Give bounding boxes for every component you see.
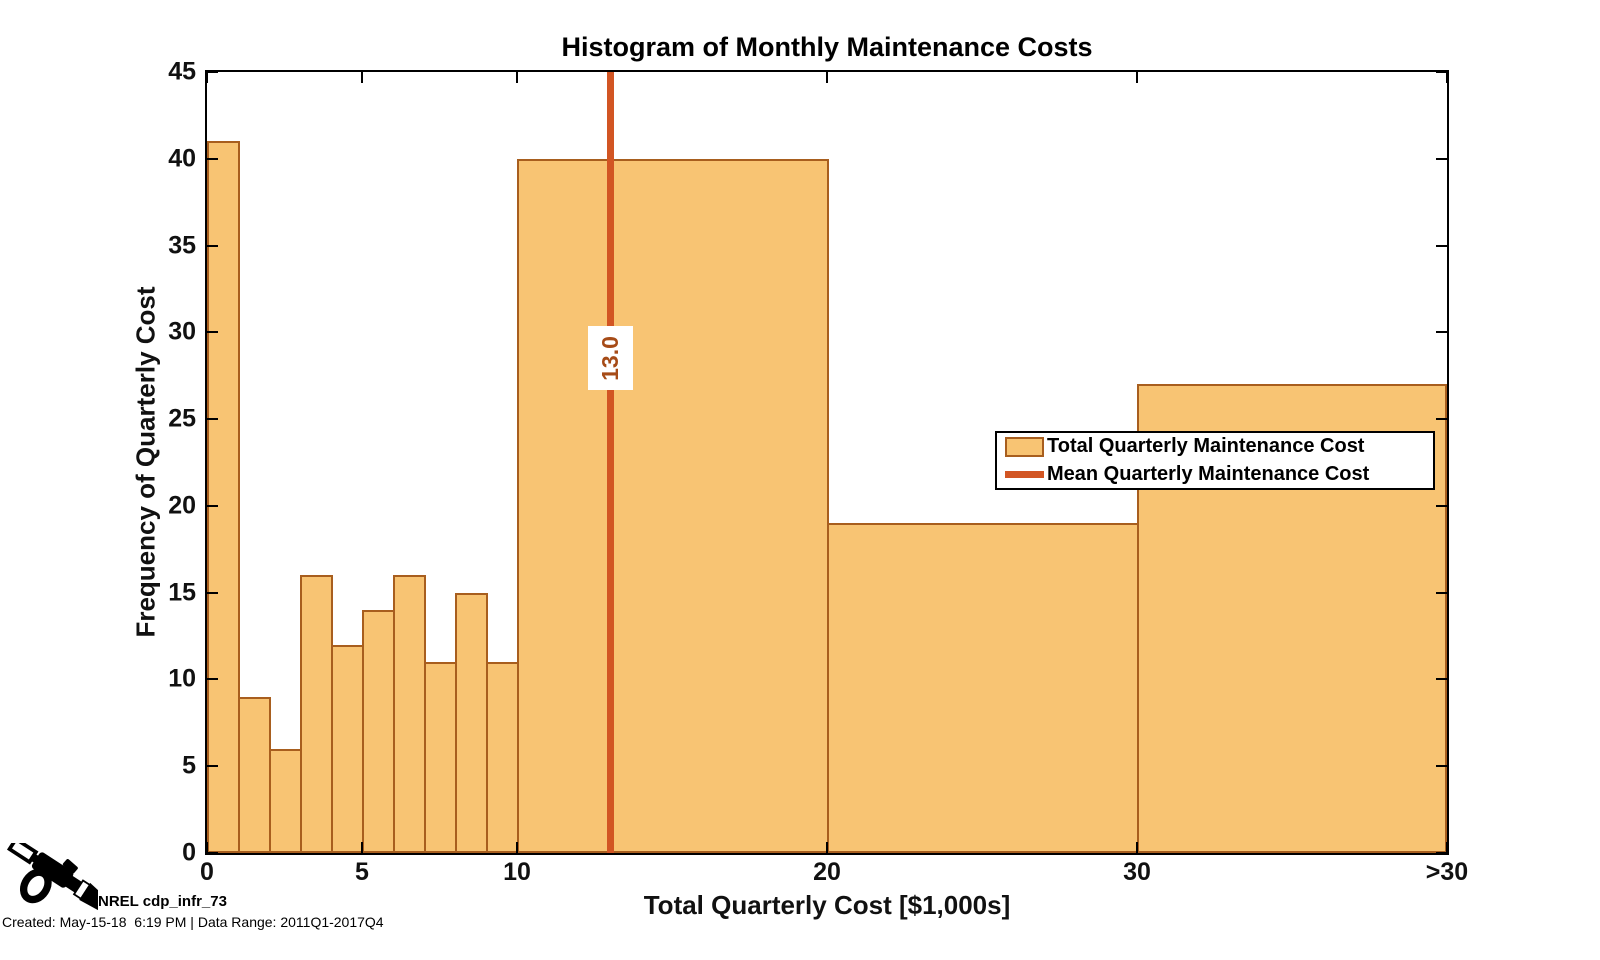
x-tick-top — [361, 72, 363, 83]
x-tick-label: 0 — [200, 858, 214, 886]
y-tick-label: 40 — [168, 144, 196, 173]
x-tick-bottom — [206, 842, 208, 853]
histogram-bar-5-6 — [362, 610, 395, 853]
y-tick-left — [207, 418, 218, 421]
y-tick-label: 10 — [168, 664, 196, 693]
y-tick-left — [207, 678, 218, 681]
y-tick-right — [1436, 418, 1447, 421]
x-tick-label: 5 — [355, 858, 369, 886]
x-tick-label: 30 — [1123, 858, 1151, 886]
y-tick-right — [1436, 157, 1447, 160]
y-tick-right — [1436, 765, 1447, 768]
y-tick-right — [1436, 852, 1447, 854]
footer-brand-text: NREL cdp_infr_73 — [98, 893, 227, 910]
footer-created-text: Created: May-15-18 6:19 PM | Data Range:… — [2, 914, 384, 930]
histogram-bar-3-4 — [300, 575, 333, 853]
x-tick-top — [206, 72, 208, 83]
histogram-bar-7-8 — [424, 662, 457, 853]
y-tick-label: 0 — [182, 838, 196, 867]
x-tick-label: 10 — [503, 858, 531, 886]
x-tick-top — [516, 72, 518, 83]
histogram-bar-1-2 — [238, 696, 271, 853]
y-tick-label: 5 — [182, 751, 196, 780]
x-tick-bottom — [1136, 842, 1138, 853]
y-tick-label: 35 — [168, 231, 196, 260]
y-tick-label: 30 — [168, 317, 196, 346]
y-tick-left — [207, 244, 218, 247]
histogram-bar-0-1 — [207, 141, 240, 853]
x-tick-bottom — [1446, 842, 1448, 853]
legend-item-total: Total Quarterly Maintenance Cost — [1005, 433, 1433, 461]
y-tick-left — [207, 331, 218, 334]
y-tick-left — [207, 504, 218, 507]
y-tick-right — [1436, 71, 1447, 73]
x-tick-label: 20 — [813, 858, 841, 886]
histogram-bar-8-9 — [455, 592, 488, 853]
y-tick-right — [1436, 678, 1447, 681]
histogram-bar-2-3 — [269, 748, 302, 853]
y-tick-left — [207, 765, 218, 768]
histogram-bar-4-5 — [331, 644, 364, 853]
histogram-bar-9-10 — [486, 662, 519, 853]
legend: Total Quarterly Maintenance Cost Mean Qu… — [995, 431, 1435, 490]
y-tick-left — [207, 71, 218, 73]
y-tick-label: 20 — [168, 491, 196, 520]
histogram-bar-6-7 — [393, 575, 426, 853]
y-tick-left — [207, 157, 218, 160]
y-tick-right — [1436, 504, 1447, 507]
chart-title: Histogram of Monthly Maintenance Costs — [561, 32, 1093, 62]
y-tick-label: 15 — [168, 578, 196, 607]
y-tick-right — [1436, 244, 1447, 247]
y-tick-left — [207, 591, 218, 594]
x-tick-top — [826, 72, 828, 83]
histogram-bar-10-20 — [517, 158, 829, 853]
mean-value-label: 13.0 — [588, 326, 633, 390]
y-tick-right — [1436, 331, 1447, 334]
fuel-nozzle-icon — [6, 843, 98, 912]
y-axis-label: Frequency of Quarterly Cost — [130, 286, 161, 638]
y-tick-right — [1436, 591, 1447, 594]
x-tick-top — [1136, 72, 1138, 83]
legend-item-mean: Mean Quarterly Maintenance Cost — [1005, 461, 1433, 489]
histogram-bar-20-30 — [827, 523, 1139, 853]
legend-line-swatch — [1005, 470, 1044, 478]
x-tick-bottom — [361, 842, 363, 853]
legend-label-total: Total Quarterly Maintenance Cost — [1047, 435, 1365, 458]
mean-line — [606, 72, 614, 853]
y-tick-label: 45 — [168, 57, 196, 86]
x-tick-bottom — [516, 842, 518, 853]
x-tick-bottom — [826, 842, 828, 853]
x-tick-top — [1446, 72, 1448, 83]
legend-patch-swatch — [1005, 436, 1044, 457]
legend-label-mean: Mean Quarterly Maintenance Cost — [1047, 462, 1370, 485]
y-tick-label: 25 — [168, 404, 196, 433]
y-tick-left — [207, 852, 218, 854]
x-tick-label: >30 — [1425, 858, 1469, 886]
x-axis-label: Total Quarterly Cost [$1,000s] — [643, 890, 1011, 920]
